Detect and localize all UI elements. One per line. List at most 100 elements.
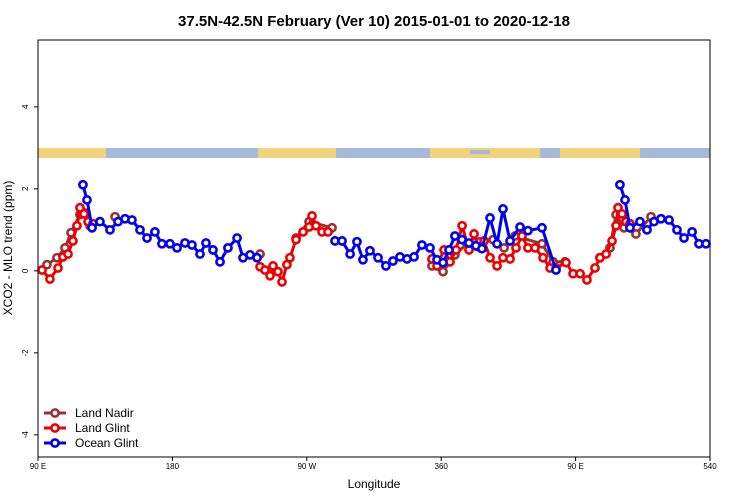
data-point — [607, 236, 617, 246]
data-point — [252, 252, 262, 263]
data-point — [498, 204, 508, 214]
x-tick-label: 360 — [435, 462, 449, 471]
data-point — [582, 274, 592, 285]
data-point — [425, 242, 435, 253]
data-point — [201, 238, 211, 248]
data-point — [187, 240, 197, 250]
legend-marker — [50, 438, 60, 448]
data-point — [323, 226, 333, 237]
land-mask-strip — [38, 148, 710, 158]
data-point — [285, 252, 295, 263]
data-point — [457, 220, 468, 231]
y-tick-label: 4 — [21, 104, 30, 109]
data-point — [537, 222, 547, 233]
data-point — [291, 234, 301, 245]
data-point — [505, 254, 515, 264]
data-point — [517, 231, 527, 241]
data-point — [78, 179, 88, 190]
data-point — [165, 238, 175, 249]
x-tick-label: 90 E — [567, 462, 583, 471]
data-point — [311, 220, 321, 231]
legend-marker — [50, 423, 60, 433]
data-point — [469, 229, 479, 239]
data-point — [538, 252, 548, 263]
data-point — [82, 195, 92, 205]
data-point — [492, 261, 502, 271]
data-point — [687, 226, 697, 237]
data-point — [268, 261, 278, 271]
legend-marker — [50, 408, 60, 418]
x-tick-label: 90 E — [30, 462, 46, 471]
data-point — [307, 211, 317, 221]
data-point — [358, 254, 368, 265]
data-point — [337, 236, 347, 246]
data-point — [551, 265, 561, 275]
data-point — [631, 229, 641, 239]
data-point — [105, 224, 115, 235]
data-point — [45, 274, 55, 284]
data-point — [537, 238, 547, 249]
data-point — [72, 220, 82, 231]
data-point — [615, 179, 625, 190]
data-point — [477, 243, 487, 254]
data-point — [672, 224, 682, 235]
y-tick-label: 0 — [21, 268, 30, 273]
data-point — [492, 238, 502, 249]
x-tick-label: 90 W — [297, 462, 316, 471]
data-point — [530, 242, 540, 253]
data-point — [172, 242, 182, 253]
data-point — [438, 257, 448, 268]
data-point — [635, 216, 645, 227]
data-point — [87, 222, 97, 233]
data-point — [511, 242, 521, 253]
chart-title: 37.5N-42.5N February (Ver 10) 2015-01-01… — [178, 13, 570, 30]
data-point — [611, 220, 621, 231]
data-point — [352, 236, 362, 247]
data-point — [625, 222, 635, 233]
data-point — [515, 222, 525, 232]
data-point — [95, 216, 105, 227]
legend-label: Land Glint — [75, 421, 130, 435]
data-point — [365, 245, 375, 256]
plot-area — [37, 179, 711, 287]
data-point — [505, 236, 515, 246]
data-point — [388, 256, 398, 266]
legend-label: Land Nadir — [75, 406, 134, 420]
x-axis-label: Longitude — [348, 477, 401, 491]
data-point — [277, 277, 287, 287]
data-point — [273, 266, 283, 277]
data-point — [575, 268, 585, 279]
data-point — [444, 245, 454, 255]
data-point — [208, 245, 218, 255]
y-axis-label: XCO2 - MLO trend (ppm) — [1, 181, 15, 316]
plot-frame — [37, 39, 711, 458]
data-point — [157, 238, 167, 249]
data-point — [701, 238, 711, 249]
data-point — [68, 236, 78, 246]
data-point — [450, 231, 460, 241]
data-point — [260, 265, 270, 275]
data-point — [561, 257, 571, 268]
data-point — [590, 263, 600, 273]
data-point — [409, 252, 419, 262]
data-point — [373, 252, 383, 263]
data-point — [617, 208, 627, 219]
data-point — [63, 249, 73, 259]
data-point — [79, 208, 89, 219]
data-point — [381, 261, 391, 271]
data-point — [601, 249, 611, 259]
data-point — [642, 224, 652, 235]
legend-label: Ocean Glint — [75, 436, 139, 450]
y-tick-label: -4 — [21, 431, 30, 439]
data-point — [37, 265, 47, 275]
x-tick-label: 180 — [166, 462, 180, 471]
data-point — [345, 249, 356, 259]
data-point — [656, 213, 666, 224]
data-point — [499, 242, 509, 253]
data-point — [298, 226, 308, 237]
data-point — [664, 215, 674, 225]
data-point — [679, 233, 689, 243]
y-tick-label: 2 — [21, 186, 30, 191]
data-point — [485, 213, 495, 223]
